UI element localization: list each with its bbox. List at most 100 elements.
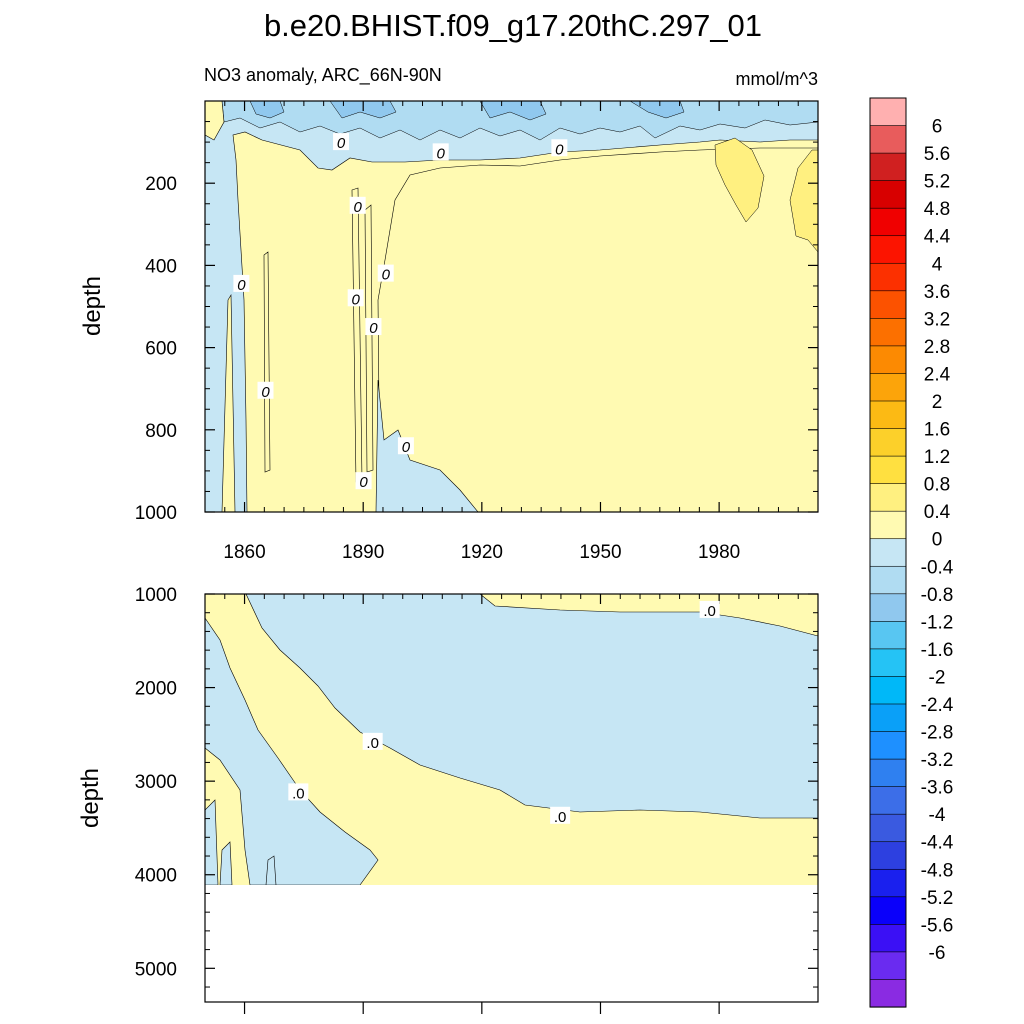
contour-label-bg (397, 437, 414, 455)
upper-xtick-label: 1950 (579, 542, 621, 563)
colorbar-swatch (869, 896, 907, 925)
lower-ytick-label: 5000 (135, 959, 177, 980)
colorbar-swatch (869, 924, 907, 953)
lower-plot-frame (204, 593, 819, 1003)
colorbar-swatch (869, 428, 907, 457)
contour-label: 0 (369, 320, 378, 337)
colorbar-label: -0.4 (921, 557, 954, 578)
colorbar-label: -6 (929, 943, 946, 964)
lower-ytick-label: 3000 (135, 772, 177, 793)
upper-positive-patch-2 (789, 149, 818, 253)
colorbar-label: 1.2 (924, 447, 950, 468)
lower-negative-left (205, 617, 379, 885)
contour-label: 0 (261, 384, 270, 401)
contour-label-bg (432, 143, 449, 161)
colorbar-swatch (869, 565, 907, 595)
colorbar-label: -2.4 (921, 695, 954, 716)
contour-label: .0 (554, 809, 567, 826)
contour-label-bg (355, 472, 372, 490)
colorbar-label: -4.8 (921, 860, 954, 881)
upper-axis-ticks: 1860 1890 1920 1950 1980 200 400 600 800 1000 (135, 101, 818, 563)
contour-label-bg (349, 196, 366, 214)
contour-label-bg (699, 600, 720, 618)
lower-contour-fill (205, 594, 818, 885)
upper-ytick-label: 1000 (135, 503, 177, 524)
contour-label-bg (365, 318, 382, 336)
colorbar-label: -1.6 (921, 640, 954, 661)
colorbar: 6 5.6 5.2 4.8 4.4 4 3.6 3.2 2.8 2.4 2 1.6 1.2 0.8 0.4 0… (869, 97, 954, 1008)
colorbar-swatch (869, 235, 907, 264)
contour-label: .0 (703, 603, 716, 620)
upper-positive-streak-4 (364, 204, 374, 473)
contour-label-bg (377, 264, 394, 282)
contour-label: 0 (353, 199, 362, 216)
colorbar-label: -3.2 (921, 750, 954, 771)
colorbar-swatch (869, 951, 907, 981)
colorbar-swatch (869, 979, 907, 1008)
upper-boundary-slope (375, 379, 479, 512)
figure-title: b.e20.BHIST.f09_g17.20thC.297_01 (264, 8, 762, 43)
colorbar-label: 3.2 (924, 309, 950, 330)
colorbar-label: 4.4 (924, 227, 951, 248)
colorbar-swatch (869, 97, 907, 127)
lower-ytick-label: 2000 (135, 679, 177, 700)
colorbar-swatch (869, 813, 907, 843)
colorbar-swatch (869, 318, 907, 347)
colorbar-swatch (869, 345, 907, 375)
lower-negative-bottom (205, 799, 277, 885)
colorbar-swatch (869, 455, 907, 485)
colorbar-label: 0.4 (924, 502, 951, 523)
upper-positive-main (377, 147, 818, 512)
colorbar-swatch (869, 180, 907, 209)
upper-ylabel: depth (79, 276, 106, 336)
contour-label: 0 (382, 267, 391, 284)
colorbar-swatch (869, 262, 907, 292)
colorbar-swatch (869, 373, 907, 402)
lower-axis-ticks: 1000 2000 3000 4000 5000 (135, 585, 818, 1014)
colorbar-label: -5.6 (921, 915, 954, 936)
colorbar-swatch (869, 676, 907, 705)
contour-label: .0 (366, 735, 379, 752)
upper-xtick-label: 1890 (342, 542, 384, 563)
contour-label: 0 (359, 474, 368, 491)
lower-contour-labels: .0 .0 .0 .0 (288, 600, 720, 826)
colorbar-label: 6 (932, 117, 943, 138)
upper-positive-streak-2 (263, 251, 271, 473)
colorbar-label: 3.6 (924, 282, 950, 303)
contour-label: 0 (352, 291, 361, 308)
colorbar-label: 2.4 (924, 364, 951, 385)
colorbar-label: -4.4 (921, 833, 954, 854)
colorbar-swatch (869, 125, 907, 154)
contour-label: 0 (402, 439, 411, 456)
colorbar-label: 5.2 (924, 172, 950, 193)
colorbar-label: 2.8 (924, 337, 950, 358)
contour-label-bg (347, 289, 364, 307)
contour-label: 0 (555, 141, 564, 158)
lower-ytick-label: 1000 (135, 585, 177, 606)
lower-panel: 1000 2000 3000 4000 5000 .0 .0 .0 .0 depth (77, 585, 819, 1014)
contour-label: 0 (337, 135, 346, 152)
colorbar-swatch (869, 483, 907, 512)
upper-positive-streak-1 (221, 293, 236, 512)
colorbar-label: 4 (932, 254, 943, 275)
colorbar-label: -2 (929, 667, 946, 688)
upper-positive-patch-1 (714, 137, 765, 223)
upper-ytick-label: 600 (145, 339, 177, 360)
contour-label-bg (333, 133, 350, 151)
upper-xtick-label: 1980 (698, 542, 740, 563)
contour-label-bg (288, 783, 309, 801)
colorbar-swatch (869, 621, 907, 650)
colorbar-swatch (869, 290, 907, 319)
lower-negative-main (245, 594, 818, 819)
colorbar-label: 5.6 (924, 144, 950, 165)
colorbar-label: -3.6 (921, 778, 954, 799)
colorbar-swatch (869, 758, 907, 788)
colorbar-label: -0.8 (921, 585, 954, 606)
contour-label-bg (551, 139, 568, 157)
lower-ytick-label: 4000 (135, 866, 177, 887)
colorbar-label: 4.8 (924, 199, 950, 220)
upper-xtick-label: 1920 (461, 542, 503, 563)
colorbar-swatch (869, 152, 907, 182)
